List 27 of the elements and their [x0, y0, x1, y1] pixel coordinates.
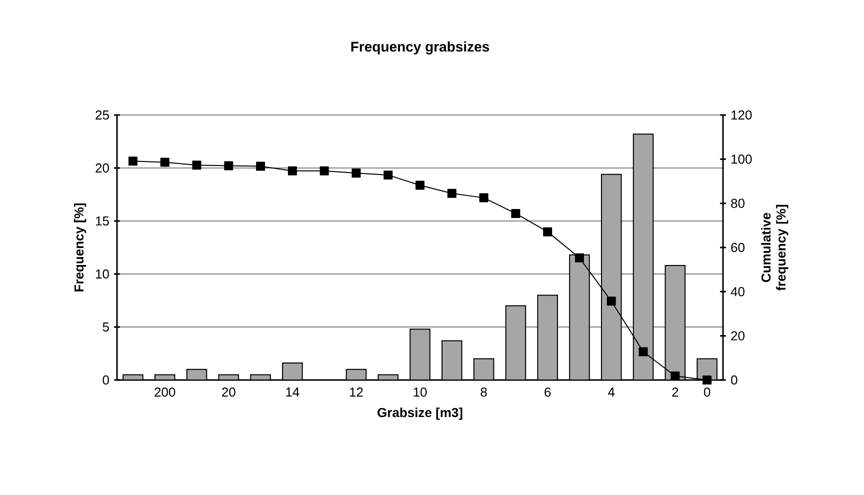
- y2-tick-label: 100: [732, 154, 752, 164]
- y-tick-label: 10: [96, 269, 109, 279]
- y-tick-label: 15: [96, 216, 109, 226]
- x-tick-label: 0: [704, 388, 710, 397]
- y2-tick-label: 60: [731, 242, 744, 252]
- x-tick-label: 6: [544, 388, 551, 397]
- y2-tick-label: 80: [731, 198, 744, 208]
- chart-title: Frequency grabsizes: [351, 41, 490, 54]
- x-tick-label: 10: [414, 388, 427, 397]
- x-tick-label: 200: [154, 388, 176, 397]
- y2-axis-title: Cumulative frequency [%]: [761, 204, 788, 291]
- x-tick-label: 2: [672, 388, 678, 397]
- x-tick-label: 14: [286, 388, 300, 396]
- x-tick-label: 4: [608, 388, 615, 396]
- y2-tick-label: 20: [731, 331, 744, 340]
- y-tick-label: 25: [96, 110, 109, 120]
- y-tick-label: 0: [102, 375, 109, 385]
- x-tick-label: 8: [480, 388, 487, 397]
- y2-tick-label: 40: [730, 287, 744, 296]
- y-axis-title: Frequency [%]: [74, 203, 86, 292]
- y-tick-label: 20: [96, 163, 109, 173]
- x-axis-title: Grabsize [m3]: [378, 408, 462, 420]
- y2-tick-label: 0: [731, 375, 738, 385]
- y2-tick-label: 120: [732, 110, 752, 120]
- x-tick-label: 20: [222, 388, 236, 397]
- x-tick-label: 12: [350, 388, 363, 397]
- y-tick-label: 5: [102, 322, 109, 332]
